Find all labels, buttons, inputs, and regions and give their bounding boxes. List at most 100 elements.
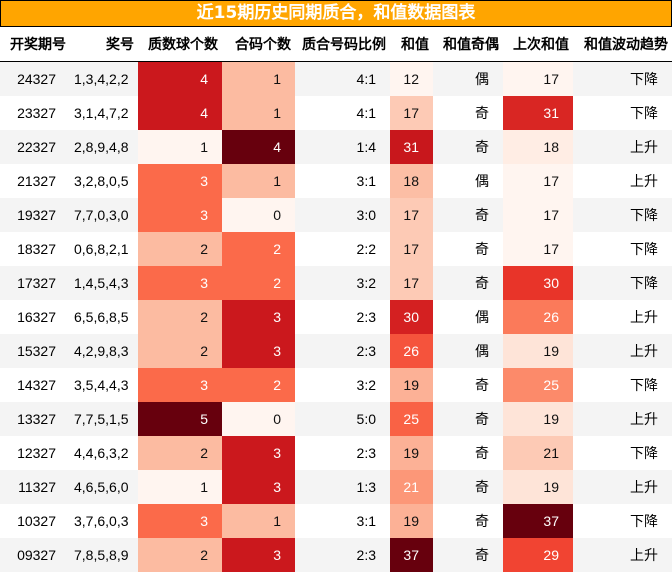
cell-composite-count: 2: [222, 232, 295, 266]
column-header-ratio: 质合号码比例: [295, 27, 390, 62]
cell-trend: 上升: [573, 130, 672, 164]
table-row: 22327 2,8,9,4,8 1 4 1:4 31 奇 18 上升: [0, 130, 672, 164]
cell-numbers: 4,2,9,8,3: [70, 334, 138, 368]
cell-sum: 19: [390, 504, 433, 538]
cell-parity: 偶: [475, 174, 489, 190]
cell-parity: 奇: [475, 242, 489, 258]
cell-sum: 19: [390, 436, 433, 470]
column-header-sum: 和值: [390, 27, 433, 62]
cell-issue: 23327: [17, 105, 56, 121]
cell-composite-count: 1: [222, 61, 295, 96]
cell-trend: 下降: [630, 106, 658, 122]
table-title: 近15期历史同期质合，和值数据图表: [0, 0, 672, 27]
table-row: 19327 7,7,0,3,0 3 0 3:0 17 奇 17 下降: [0, 198, 672, 232]
cell-issue: 17327: [0, 266, 70, 300]
cell-parity: 奇: [433, 266, 503, 300]
cell-sum: 17: [390, 198, 433, 232]
cell-sum: 17: [390, 266, 433, 300]
cell-parity: 偶: [433, 61, 503, 96]
cell-composite-count: 3: [222, 470, 295, 504]
cell-parity: 奇: [433, 198, 503, 232]
cell-prev-sum: 17: [503, 232, 573, 266]
cell-prev-sum: 26: [503, 300, 573, 334]
table-row: 13327 7,7,5,1,5 5 0 5:0 25 奇 19 上升: [0, 402, 672, 436]
cell-trend: 下降: [630, 514, 658, 530]
cell-composite-count: 3: [222, 538, 295, 572]
cell-issue: 21327: [17, 173, 56, 189]
cell-prime-count: 2: [138, 436, 222, 470]
column-header-issue: 开奖期号: [0, 27, 70, 62]
cell-ratio: 1:4: [295, 130, 390, 164]
column-header-composite-count: 合码个数: [222, 27, 295, 62]
cell-prev-sum: 29: [503, 538, 573, 572]
cell-ratio: 4:1: [295, 61, 390, 96]
cell-ratio: 3:1: [356, 173, 376, 189]
cell-prev-sum: 19: [503, 334, 573, 368]
cell-ratio: 2:3: [295, 538, 390, 572]
table-row: 24327 1,3,4,2,2 4 1 4:1 12 偶 17 下降: [0, 61, 672, 96]
cell-prev-sum: 31: [503, 96, 573, 130]
cell-trend: 下降: [630, 242, 658, 258]
cell-prev-sum: 19: [503, 470, 573, 504]
cell-sum: 17: [390, 232, 433, 266]
cell-numbers: 7,8,5,8,9: [70, 538, 138, 572]
cell-prev-sum: 19: [503, 402, 573, 436]
table-row: 15327 4,2,9,8,3 2 3 2:3 26 偶 19 上升: [0, 334, 672, 368]
cell-prime-count: 2: [138, 538, 222, 572]
cell-ratio: 4:1: [356, 105, 376, 121]
table-row: 09327 7,8,5,8,9 2 3 2:3 37 奇 29 上升: [0, 538, 672, 572]
data-table: 开奖期号 奖号 质数球个数 合码个数 质合号码比例 和值 和值奇偶 上次和值 和值波动趋势 24…: [0, 27, 672, 572]
cell-composite-count: 0: [222, 402, 295, 436]
cell-prime-count: 4: [138, 96, 222, 130]
cell-ratio: 3:2: [295, 266, 390, 300]
cell-numbers: 7,7,0,3,0: [70, 198, 138, 232]
cell-composite-count: 1: [222, 164, 295, 198]
header-row: 开奖期号 奖号 质数球个数 合码个数 质合号码比例 和值 和值奇偶 上次和值 和值波动趋势: [0, 27, 672, 62]
cell-sum: 25: [390, 402, 433, 436]
cell-issue: 11327: [0, 470, 70, 504]
table-row: 16327 6,5,6,8,5 2 3 2:3 30 偶 26 上升: [0, 300, 672, 334]
table-row: 17327 1,4,5,4,3 3 2 3:2 17 奇 30 下降: [0, 266, 672, 300]
cell-parity: 奇: [433, 130, 503, 164]
cell-prime-count: 5: [138, 402, 222, 436]
cell-trend: 上升: [573, 470, 672, 504]
cell-ratio: 5:0: [295, 402, 390, 436]
cell-issue: 16327: [17, 309, 56, 325]
cell-prev-sum: 18: [503, 130, 573, 164]
cell-issue: 13327: [0, 402, 70, 436]
cell-composite-count: 3: [222, 300, 295, 334]
cell-parity: 奇: [433, 402, 503, 436]
cell-prime-count: 3: [138, 266, 222, 300]
cell-issue: 18327: [17, 241, 56, 257]
cell-prime-count: 2: [138, 300, 222, 334]
table-row: 21327 3,2,8,0,5 3 1 3:1 18 偶 17 上升: [0, 164, 672, 198]
cell-composite-count: 2: [222, 368, 295, 402]
cell-trend: 上升: [630, 310, 658, 326]
table-row: 10327 3,7,6,0,3 3 1 3:1 19 奇 37 下降: [0, 504, 672, 538]
cell-sum: 17: [390, 96, 433, 130]
cell-parity: 偶: [475, 310, 489, 326]
table-row: 11327 4,6,5,6,0 1 3 1:3 21 奇 19 上升: [0, 470, 672, 504]
cell-prime-count: 2: [138, 334, 222, 368]
column-header-trend: 和值波动趋势: [573, 27, 672, 62]
cell-prev-sum: 17: [503, 164, 573, 198]
table-row: 12327 4,4,6,3,2 2 3 2:3 19 奇 21 下降: [0, 436, 672, 470]
cell-composite-count: 4: [222, 130, 295, 164]
cell-issue: 22327: [0, 130, 70, 164]
cell-issue: 10327: [17, 513, 56, 529]
cell-prime-count: 4: [138, 61, 222, 96]
cell-ratio: 3:0: [295, 198, 390, 232]
cell-issue: 24327: [0, 61, 70, 96]
cell-numbers: 0,6,8,2,1: [74, 241, 129, 257]
cell-prime-count: 3: [138, 164, 222, 198]
cell-prev-sum: 25: [503, 368, 573, 402]
cell-trend: 下降: [573, 266, 672, 300]
cell-prev-sum: 21: [503, 436, 573, 470]
cell-trend: 下降: [573, 198, 672, 232]
cell-trend: 上升: [573, 334, 672, 368]
cell-numbers: 3,1,4,7,2: [74, 105, 129, 121]
column-header-prev-sum: 上次和值: [503, 27, 573, 62]
cell-ratio: 2:3: [295, 334, 390, 368]
cell-composite-count: 3: [222, 334, 295, 368]
cell-ratio: 3:2: [356, 377, 376, 393]
